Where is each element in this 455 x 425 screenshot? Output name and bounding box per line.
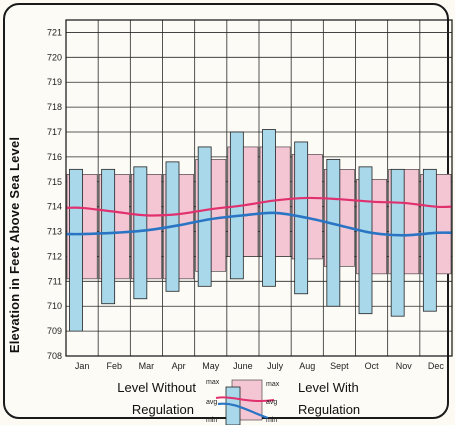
legend-with-label: Level With (298, 380, 359, 395)
legend-without-max: max (206, 379, 220, 386)
x-tick-label: Sept (330, 361, 349, 371)
legend-without-min: min (206, 417, 217, 424)
x-tick-label: Apr (172, 361, 186, 371)
y-tick-label: 719 (47, 77, 62, 87)
y-tick-label: 708 (47, 351, 62, 361)
tick-labels: 708 709 710 711 712 713 714 715 716 717 718 719 720 7… (47, 27, 444, 371)
y-tick-label: 709 (47, 326, 62, 336)
without-regulation-bar (358, 166, 373, 315)
y-tick-label: 715 (47, 177, 62, 187)
legend-with-avg: avg (266, 399, 277, 406)
without-regulation-bar (197, 146, 212, 287)
without-regulation-avg-line (65, 211, 453, 237)
without-regulation-bar (133, 166, 148, 300)
y-tick-label: 720 (47, 52, 62, 62)
legend: Level Without Regulation Level With Regulat… (117, 379, 360, 425)
y-axis-label: Elevation in Feet Above Sea Level (7, 137, 22, 353)
avg-lines (65, 196, 453, 237)
without-regulation-bar (262, 129, 276, 287)
x-tick-label: May (202, 361, 220, 371)
without-regulation-bar (101, 168, 116, 305)
legend-with-avg-line (215, 396, 275, 402)
y-tick-label: 711 (48, 276, 62, 286)
axes (65, 19, 453, 357)
y-tick-label: 718 (47, 102, 62, 112)
y-tick-label: 713 (47, 227, 62, 237)
y-tick-label: 717 (47, 127, 62, 137)
legend-without-avg-line (217, 402, 269, 420)
x-tick-label: Dec (428, 361, 445, 371)
plot-border (65, 19, 453, 357)
x-tick-label: Feb (106, 361, 122, 371)
without-regulation-bar (326, 158, 341, 307)
without-regulation-bar (69, 168, 83, 332)
x-tick-label: Nov (396, 361, 413, 371)
x-tick-label: July (267, 361, 284, 371)
x-tick-label: Aug (299, 361, 315, 371)
with-regulation-avg-line (65, 196, 453, 217)
y-tick-label: 716 (47, 152, 62, 162)
legend-with-max: max (266, 381, 280, 388)
y-tick-label: 710 (47, 301, 62, 311)
x-tick-label: Jan (75, 361, 90, 371)
legend-with-label-2: Regulation (298, 402, 360, 417)
y-tick-label: 712 (47, 251, 62, 261)
legend-with-min: min (266, 417, 277, 424)
y-tick-label: 721 (47, 27, 62, 37)
legend-without-label-2: Regulation (132, 402, 194, 417)
without-regulation-bar (390, 168, 405, 317)
x-tick-label: June (233, 361, 253, 371)
legend-without-label: Level Without (117, 380, 196, 395)
legend-without-avg: avg (206, 399, 217, 406)
x-tick-label: Mar (139, 361, 155, 371)
y-tick-label: 714 (47, 202, 62, 212)
x-tick-label: Oct (365, 361, 380, 371)
without-regulation-bar (422, 168, 437, 312)
